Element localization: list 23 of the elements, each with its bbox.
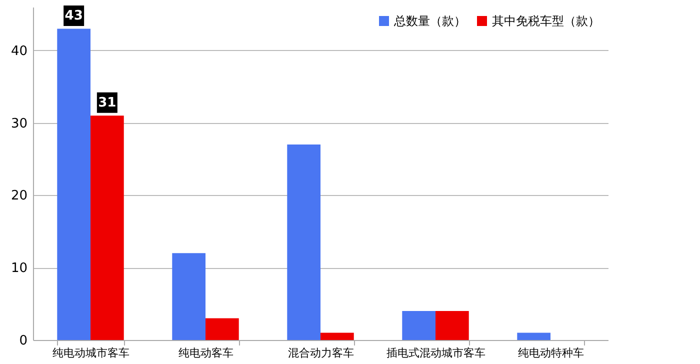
- y-tick-label: 30: [10, 116, 28, 132]
- data-label: 31: [98, 96, 116, 111]
- y-tick-label: 40: [10, 44, 28, 59]
- bar: [172, 253, 206, 340]
- x-tick-label: 混合动力客车: [288, 346, 354, 360]
- data-label: 43: [64, 8, 83, 24]
- y-tick-label: 20: [10, 188, 28, 204]
- x-tick-label: 纯电动城市客车: [52, 346, 130, 360]
- bar: [287, 144, 320, 340]
- bar: [57, 28, 90, 340]
- legend-label: 其中免税车型（款）: [492, 14, 600, 28]
- bar: [402, 311, 436, 340]
- bar: [90, 116, 124, 340]
- bar: [320, 332, 354, 340]
- y-tick-label: 0: [19, 334, 28, 348]
- bar: [517, 332, 550, 340]
- y-tick-label: 10: [10, 261, 28, 276]
- legend-label: 总数量（款）: [393, 14, 466, 28]
- bar: [436, 311, 469, 340]
- x-tick-label: 纯电动客车: [178, 346, 234, 360]
- x-tick-label: 纯电动特种车: [518, 346, 584, 360]
- x-tick-label: 插电式混动城市客车: [386, 346, 486, 360]
- bar: [206, 318, 239, 340]
